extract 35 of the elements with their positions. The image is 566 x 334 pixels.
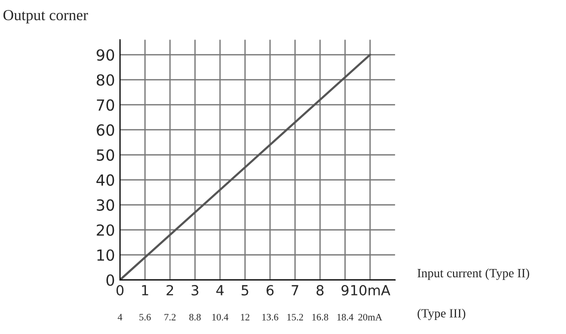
x2-tick-label: 8.8 <box>189 314 201 320</box>
x2-tick-label: 10.4 <box>212 314 228 320</box>
y-axis-title: Output corner <box>3 10 88 24</box>
x-tick-label: 3 <box>192 285 198 296</box>
y-tick-label: 70 <box>96 99 114 111</box>
x-tick-label: 1 <box>142 285 148 296</box>
y-tick-label: 0 <box>106 274 114 286</box>
x-tick-label: 10mA <box>351 285 390 296</box>
x2-tick-label: 18.4 <box>337 314 354 320</box>
x-axis-title: Input current (Type II) <box>418 268 530 280</box>
x-tick-label: 8 <box>316 285 324 296</box>
x2-tick-label: 4 <box>118 314 122 320</box>
y-tick-label: 20 <box>96 224 114 236</box>
x2-tick-label: 16.8 <box>312 314 328 320</box>
x-tick-label: 6 <box>266 285 274 296</box>
y-tick-label: 40 <box>96 174 114 186</box>
x-tick-label: 0 <box>116 285 124 296</box>
x-tick-label: 9 <box>342 285 348 296</box>
x-tick-label: 7 <box>292 285 298 296</box>
x2-tick-label: 7.2 <box>164 314 176 320</box>
y-tick-label: 90 <box>96 49 114 61</box>
x2-tick-label: 5.6 <box>139 314 151 320</box>
y-tick-label: 10 <box>97 249 114 261</box>
x-tick-label: 2 <box>166 285 174 296</box>
x2-tick-label: 13.6 <box>262 314 278 320</box>
x2-axis-title: (Type III) <box>418 308 466 320</box>
x2-tick-label: 20mA <box>358 314 382 320</box>
y-tick-label: 50 <box>96 149 114 161</box>
x2-tick-label: 15.2 <box>287 314 304 320</box>
y-tick-label: 30 <box>96 199 114 211</box>
x-tick-label: 4 <box>216 285 224 296</box>
x2-tick-label: 12 <box>241 314 250 320</box>
y-tick-label: 60 <box>96 124 114 136</box>
y-tick-label: 80 <box>96 74 114 86</box>
x-tick-label: 5 <box>242 285 248 296</box>
